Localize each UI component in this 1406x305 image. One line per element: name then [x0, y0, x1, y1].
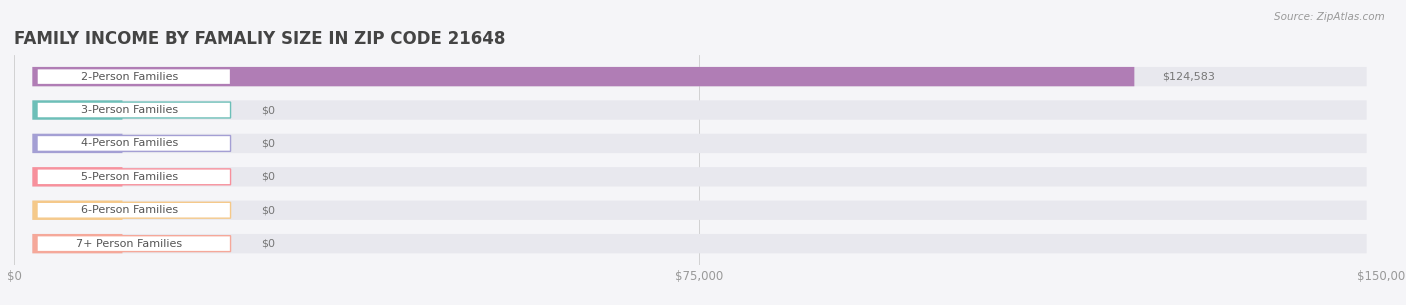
FancyBboxPatch shape: [32, 67, 1135, 86]
Text: $0: $0: [262, 105, 274, 115]
Text: 7+ Person Families: 7+ Person Families: [76, 239, 183, 249]
Text: 6-Person Families: 6-Person Families: [80, 205, 177, 215]
FancyBboxPatch shape: [32, 167, 122, 187]
FancyBboxPatch shape: [32, 134, 1367, 153]
Text: $0: $0: [262, 138, 274, 149]
FancyBboxPatch shape: [32, 201, 1367, 220]
Text: 3-Person Families: 3-Person Families: [80, 105, 177, 115]
Text: $0: $0: [262, 239, 274, 249]
Text: $0: $0: [262, 205, 274, 215]
Text: Source: ZipAtlas.com: Source: ZipAtlas.com: [1274, 12, 1385, 22]
FancyBboxPatch shape: [37, 202, 231, 218]
FancyBboxPatch shape: [32, 201, 122, 220]
Text: 5-Person Families: 5-Person Families: [80, 172, 177, 182]
FancyBboxPatch shape: [32, 134, 122, 153]
FancyBboxPatch shape: [32, 234, 122, 253]
FancyBboxPatch shape: [32, 67, 1367, 86]
FancyBboxPatch shape: [37, 69, 231, 84]
FancyBboxPatch shape: [32, 100, 122, 120]
FancyBboxPatch shape: [32, 100, 1367, 120]
FancyBboxPatch shape: [37, 135, 231, 151]
FancyBboxPatch shape: [37, 169, 231, 185]
Text: FAMILY INCOME BY FAMALIY SIZE IN ZIP CODE 21648: FAMILY INCOME BY FAMALIY SIZE IN ZIP COD…: [14, 30, 505, 48]
FancyBboxPatch shape: [32, 167, 1367, 187]
FancyBboxPatch shape: [32, 234, 1367, 253]
Text: 4-Person Families: 4-Person Families: [80, 138, 177, 149]
Text: $124,583: $124,583: [1163, 72, 1215, 82]
FancyBboxPatch shape: [37, 236, 231, 252]
FancyBboxPatch shape: [37, 102, 231, 118]
Text: 2-Person Families: 2-Person Families: [80, 72, 177, 82]
Text: $0: $0: [262, 172, 274, 182]
